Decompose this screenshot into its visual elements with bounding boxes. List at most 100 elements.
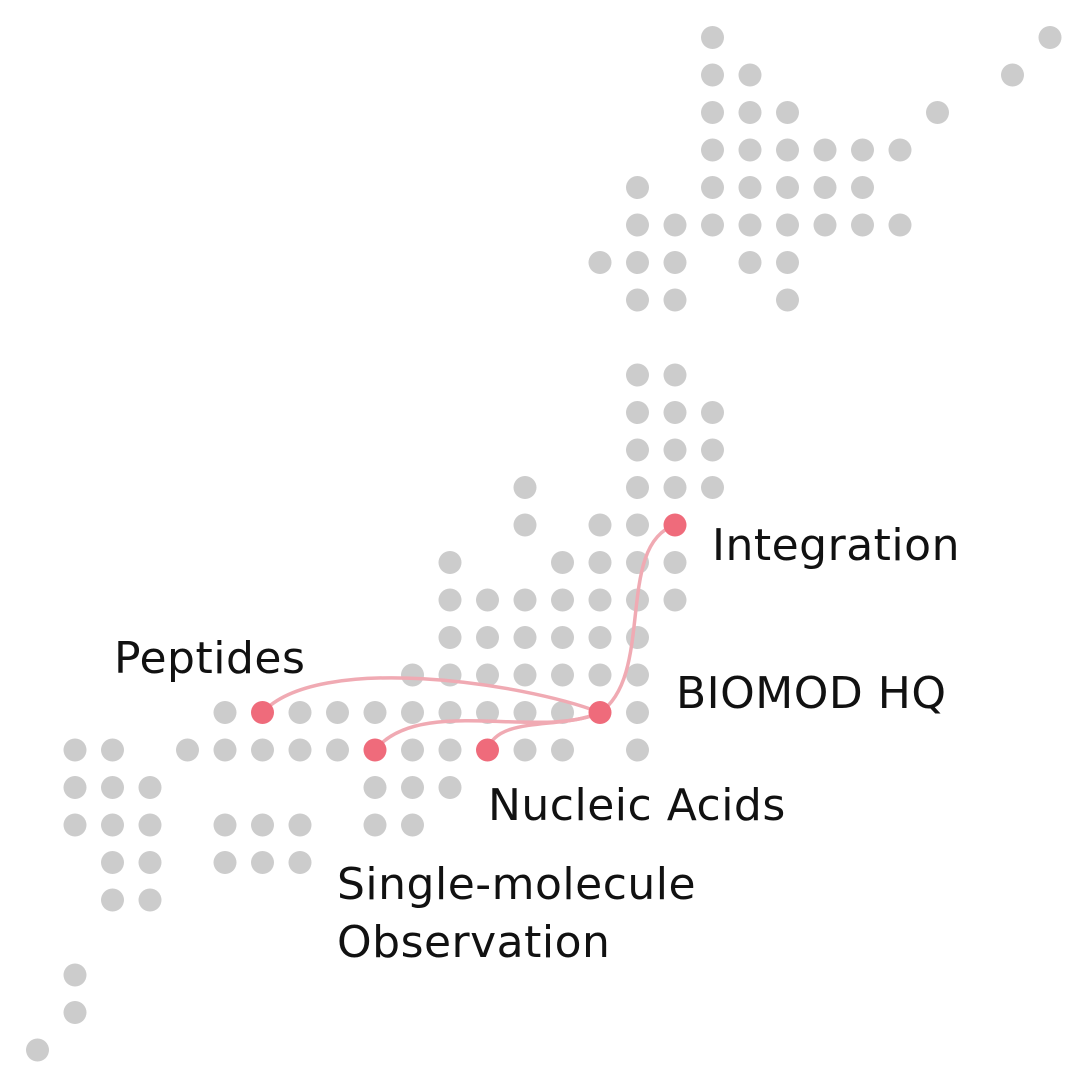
map-dot (626, 401, 649, 424)
label-peptides: Peptides (114, 633, 306, 684)
map-dot (513, 476, 537, 499)
map-dot (626, 513, 649, 537)
map-dot (776, 213, 799, 237)
map-dot (738, 213, 762, 237)
map-dot (401, 663, 424, 687)
map-dot (101, 813, 124, 837)
map-dot (363, 813, 387, 837)
map-dot (288, 738, 312, 762)
map-dot (701, 476, 724, 499)
map-dot (776, 138, 799, 162)
label-single-molecule-line2: Observation (337, 917, 611, 968)
map-dot (626, 176, 649, 199)
map-dot (626, 701, 649, 724)
map-dot (701, 401, 724, 424)
map-dot (476, 588, 499, 612)
site-single-molecule-observation (363, 738, 387, 762)
map-dot (626, 476, 649, 499)
map-dot (588, 588, 612, 612)
map-dot (738, 138, 762, 162)
map-dot (551, 663, 574, 687)
link-peptides (260, 676, 602, 715)
map-dot (626, 288, 649, 312)
site-peptides (251, 701, 274, 724)
label-nucleic-acids: Nucleic Acids (488, 780, 786, 831)
map-dot (663, 213, 687, 237)
map-dot (101, 738, 124, 762)
map-dot (588, 513, 612, 537)
map-dot (776, 251, 799, 274)
map-dot (438, 588, 462, 612)
map-dot (251, 813, 274, 837)
map-dot (438, 551, 462, 574)
map-dot (288, 701, 312, 724)
map-dot (138, 776, 162, 799)
map-dot (401, 701, 424, 724)
map-dot (701, 101, 724, 124)
map-dot (588, 626, 612, 649)
site-nucleic-acids (476, 738, 499, 762)
map-dot (363, 776, 387, 799)
map-dot (101, 851, 124, 874)
map-dot (438, 776, 462, 799)
map-dot (213, 738, 237, 762)
map-dot (551, 551, 574, 574)
map-dot (738, 101, 762, 124)
map-dot (401, 738, 424, 762)
map-dot (176, 738, 199, 762)
map-dot (663, 476, 687, 499)
map-dot (663, 401, 687, 424)
map-dot (213, 851, 237, 874)
map-dot (851, 176, 874, 199)
map-dot (663, 588, 687, 612)
map-dot (626, 213, 649, 237)
map-dot (63, 776, 87, 799)
map-dot (701, 63, 724, 87)
map-dot (813, 176, 837, 199)
link-integration (598, 523, 677, 715)
map-dot (588, 251, 612, 274)
map-dot (513, 701, 537, 724)
map-dot (813, 213, 837, 237)
map-dot (63, 963, 87, 987)
map-dot (363, 701, 387, 724)
map-dot (326, 738, 349, 762)
map-dot (851, 138, 874, 162)
map-dot (63, 1001, 87, 1024)
map-dot (138, 813, 162, 837)
map-dot (138, 851, 162, 874)
map-dot (551, 701, 574, 724)
map-dot (513, 663, 537, 687)
map-dot (776, 288, 799, 312)
label-single-molecule-observation: Single-molecule Observation (337, 856, 696, 972)
map-dot (663, 288, 687, 312)
site-integration (663, 513, 687, 537)
map-dot (326, 701, 349, 724)
map-dot (251, 738, 274, 762)
map-dot (1001, 63, 1024, 87)
map-dot (513, 513, 537, 537)
map-dot (551, 588, 574, 612)
map-dot (438, 738, 462, 762)
map-dot (26, 1038, 49, 1062)
map-dot (926, 101, 949, 124)
map-dot (626, 363, 649, 387)
map-dot (588, 663, 612, 687)
map-dot (63, 813, 87, 837)
map-dot (551, 738, 574, 762)
map-dot (401, 776, 424, 799)
map-dot (626, 738, 649, 762)
map-dot (626, 438, 649, 462)
map-dot (776, 101, 799, 124)
map-dot (213, 813, 237, 837)
map-dot (1038, 26, 1062, 49)
map-dot (551, 626, 574, 649)
map-dot (63, 738, 87, 762)
map-dot (663, 438, 687, 462)
map-dot (438, 701, 462, 724)
map-dot (701, 138, 724, 162)
map-dot (513, 588, 537, 612)
map-dot (663, 251, 687, 274)
map-dot (101, 776, 124, 799)
